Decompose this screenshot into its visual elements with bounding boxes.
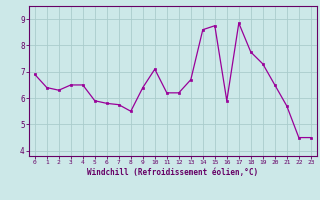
X-axis label: Windchill (Refroidissement éolien,°C): Windchill (Refroidissement éolien,°C) [87, 168, 258, 177]
